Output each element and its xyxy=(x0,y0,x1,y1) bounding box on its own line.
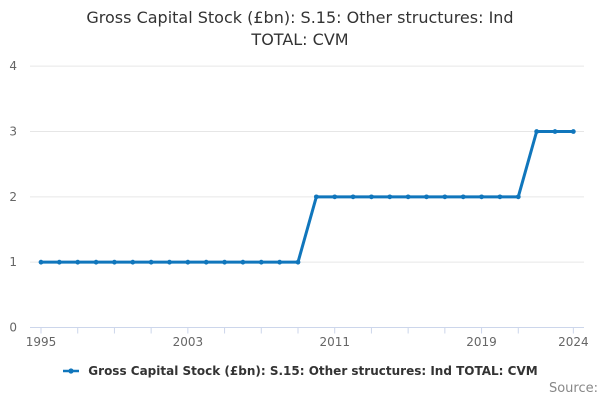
data-point[interactable] xyxy=(332,194,338,200)
chart-title-line-1: Gross Capital Stock (£bn): S.15: Other s… xyxy=(86,8,514,27)
data-point[interactable] xyxy=(222,259,227,265)
data-point[interactable] xyxy=(442,194,448,200)
data-point[interactable] xyxy=(552,129,558,134)
data-point[interactable] xyxy=(75,259,81,265)
data-point[interactable] xyxy=(534,129,540,134)
data-point[interactable] xyxy=(460,194,466,200)
y-tick-label: 4 xyxy=(9,59,17,73)
data-point[interactable] xyxy=(570,129,576,134)
data-point[interactable] xyxy=(148,259,154,265)
x-axis-labels: 1995 2003 2011 2019 2024 xyxy=(26,335,589,349)
source-note: Source: xyxy=(548,381,598,396)
chart-title-line-2: TOTAL: CVM xyxy=(251,30,349,49)
y-tick-label: 1 xyxy=(9,255,17,269)
data-point[interactable] xyxy=(167,259,172,265)
data-point[interactable] xyxy=(479,194,484,200)
data-point[interactable] xyxy=(424,194,429,200)
y-tick-label: 3 xyxy=(9,125,17,139)
data-point[interactable] xyxy=(93,259,99,265)
x-tick-label: 2003 xyxy=(173,335,204,349)
x-axis xyxy=(30,327,584,334)
data-point[interactable] xyxy=(387,194,393,200)
legend-item[interactable]: Gross Capital Stock (£bn): S.15: Other s… xyxy=(0,362,600,380)
data-point[interactable] xyxy=(203,259,209,265)
data-point[interactable] xyxy=(112,259,117,265)
data-point[interactable] xyxy=(497,194,503,200)
data-point[interactable] xyxy=(515,194,521,200)
data-point[interactable] xyxy=(277,259,283,265)
y-tick-label: 2 xyxy=(9,190,17,204)
y-axis-labels: 0 1 2 3 4 xyxy=(9,59,17,334)
series-line[interactable] xyxy=(38,129,576,265)
legend-label: Gross Capital Stock (£bn): S.15: Other s… xyxy=(88,364,538,378)
x-tick-label: 2011 xyxy=(319,335,350,349)
y-tick-label: 0 xyxy=(9,321,17,335)
line-dot-marker-icon xyxy=(63,368,80,374)
data-point[interactable] xyxy=(313,194,319,200)
data-point[interactable] xyxy=(38,259,44,265)
data-point[interactable] xyxy=(258,259,264,265)
x-tick-label: 2019 xyxy=(466,335,497,349)
data-point[interactable] xyxy=(405,194,411,200)
chart-title: Gross Capital Stock (£bn): S.15: Other s… xyxy=(0,7,600,51)
data-point[interactable] xyxy=(350,194,356,200)
data-point[interactable] xyxy=(130,259,136,265)
data-point[interactable] xyxy=(185,259,191,265)
data-point[interactable] xyxy=(240,259,246,265)
data-point[interactable] xyxy=(369,194,374,200)
x-tick-label: 1995 xyxy=(26,335,57,349)
data-point[interactable] xyxy=(56,259,62,265)
x-tick-label: 2024 xyxy=(558,335,589,349)
data-point[interactable] xyxy=(295,259,301,265)
